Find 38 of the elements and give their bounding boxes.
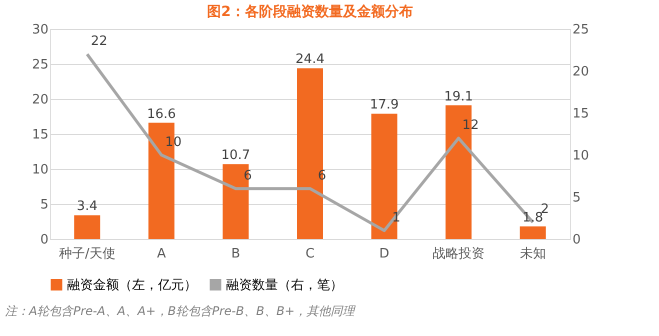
x-tick-label: 未知 xyxy=(520,246,546,262)
data-label: 19.1 xyxy=(444,89,474,104)
bar xyxy=(222,164,249,239)
data-label: 16.6 xyxy=(146,106,176,122)
x-tick-label: 种子/天使 xyxy=(58,246,116,262)
y-tick-label: 20 xyxy=(32,92,48,108)
x-tick-label: B xyxy=(231,246,240,262)
data-label: 24.4 xyxy=(296,52,324,68)
x-tick-label: D xyxy=(379,246,390,262)
data-label: 2 xyxy=(540,202,549,218)
y-tick-label: 25 xyxy=(32,58,48,72)
bar xyxy=(74,215,100,239)
y-tick-label: 10 xyxy=(32,162,48,178)
data-label: 1.8 xyxy=(522,210,544,226)
x-tick-label: 战略投资 xyxy=(432,246,485,262)
data-label: 3.4 xyxy=(76,199,98,214)
y2-tick-label: 20 xyxy=(572,64,590,80)
data-label: 22 xyxy=(90,34,108,50)
y2-tick-label: 5 xyxy=(572,190,581,206)
y2-tick-label: 15 xyxy=(572,106,590,122)
y2-tick-label: 10 xyxy=(572,148,590,164)
data-label: 1 xyxy=(392,210,400,226)
y-tick-label: 5 xyxy=(40,198,48,212)
chart-title: 图2：各阶段融资数量及金额分布 xyxy=(207,3,413,20)
y-tick-label: 0 xyxy=(40,232,48,248)
text: 注：A轮包含Pre-A、A、A+，B轮包含Pre-B、B、B+，其他同理 xyxy=(5,304,357,318)
y-tick-label: 30 xyxy=(32,22,48,38)
legend-label: 融资金额（左，亿元） xyxy=(67,278,197,293)
x-tick-label: C xyxy=(305,246,315,262)
legend-label: 融资数量（右，笔） xyxy=(226,278,343,293)
bar xyxy=(520,226,546,239)
y2-tick-label: 0 xyxy=(572,232,581,248)
y2-tick-label: 25 xyxy=(572,22,590,38)
y-tick-label: 15 xyxy=(32,128,48,142)
x-tick-label: A xyxy=(156,246,166,262)
bar xyxy=(371,114,398,239)
data-label: 17.9 xyxy=(370,98,399,113)
data-label: 10.7 xyxy=(221,148,250,164)
